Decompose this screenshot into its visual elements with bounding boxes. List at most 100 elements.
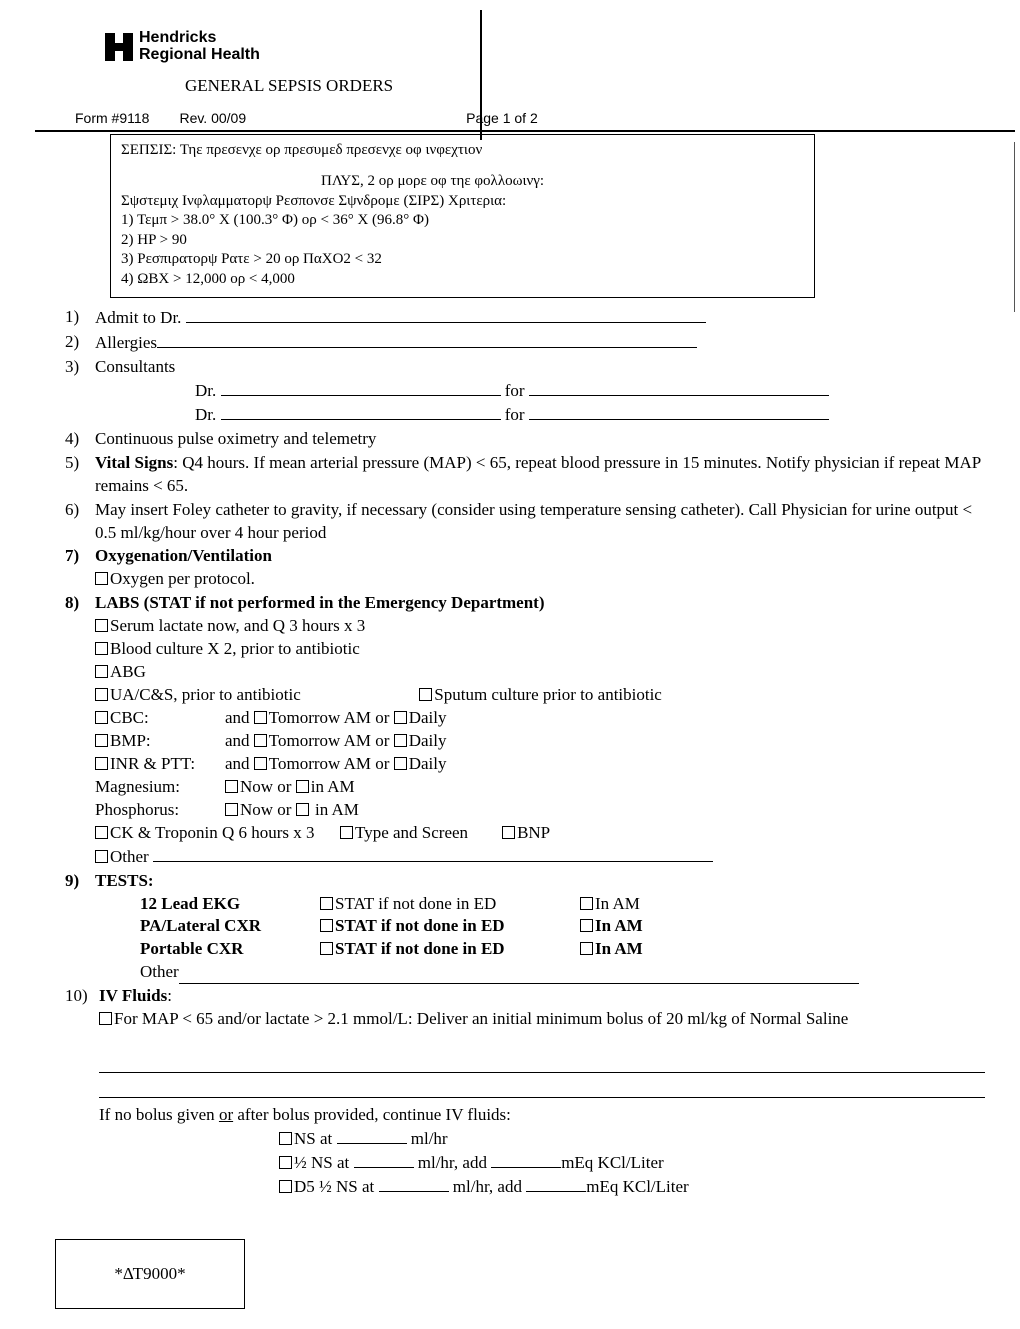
- pacxr-am: In AM: [595, 916, 643, 935]
- checkbox-ck[interactable]: [95, 826, 108, 839]
- item-6-text: May insert Foley catheter to gravity, if…: [95, 499, 985, 545]
- checkbox-bloodculture[interactable]: [95, 642, 108, 655]
- barcode-text: *ΔΤ9000*: [114, 1264, 185, 1284]
- checkbox-abg[interactable]: [95, 665, 108, 678]
- ekg-am: In AM: [595, 894, 640, 913]
- checkbox-labs-other[interactable]: [95, 850, 108, 863]
- half-ns-label: ½ NS at: [294, 1153, 349, 1172]
- page: Hendricks Regional Health GENERAL SEPSIS…: [0, 0, 1020, 1329]
- checkbox-ua[interactable]: [95, 688, 108, 701]
- test-pacxr: PA/Lateral CXR: [140, 915, 320, 938]
- checkbox-ns[interactable]: [279, 1132, 292, 1145]
- num-6: 6): [65, 499, 95, 522]
- num-1: 1): [65, 306, 95, 329]
- admit-dr-blank[interactable]: [186, 306, 706, 323]
- item-3: 3) Consultants Dr. for Dr. for: [65, 356, 985, 427]
- checkbox-bnp[interactable]: [502, 826, 515, 839]
- checkbox-half-ns[interactable]: [279, 1156, 292, 1169]
- checkbox-inr-tom[interactable]: [254, 757, 267, 770]
- checkbox-cbc-daily[interactable]: [394, 711, 407, 724]
- labs-heading: LABS (STAT if not performed in the Emerg…: [95, 593, 545, 612]
- mag-label: Magnesium:: [95, 777, 180, 796]
- sepsis-plus: ΠΛΥΣ, 2 ορ μορε οφ τηε φολλοωινγ:: [321, 172, 804, 192]
- num-9: 9): [65, 870, 95, 893]
- labs-other-blank[interactable]: [153, 845, 713, 862]
- bmp-and: and: [225, 731, 250, 750]
- consult-for-1: for: [505, 381, 525, 400]
- mag-am: in AM: [311, 777, 355, 796]
- logo-text: Hendricks Regional Health: [139, 30, 260, 64]
- mag-now: Now or: [240, 777, 291, 796]
- item-9: 9) TESTS: 12 Lead EKG STAT if not done i…: [65, 870, 985, 985]
- form-title: GENERAL SEPSIS ORDERS: [185, 76, 985, 96]
- checkbox-pacxr-stat[interactable]: [320, 919, 333, 932]
- continue-iv-text: If no bolus given or after bolus provide…: [99, 1105, 511, 1124]
- d5-meq-blank[interactable]: [526, 1175, 586, 1192]
- pcxr-stat: STAT if not done in ED: [335, 939, 505, 958]
- consult-dr1-blank[interactable]: [221, 379, 501, 396]
- checkbox-pcxr-am[interactable]: [580, 942, 593, 955]
- halfns-meq-blank[interactable]: [491, 1151, 561, 1168]
- tests-heading: TESTS:: [95, 871, 154, 890]
- fluid-blank-line-2[interactable]: [99, 1079, 985, 1099]
- checkbox-inr-daily[interactable]: [394, 757, 407, 770]
- sirs-c3: 3) Ρεσπιρατορψ Ρατε > 20 ορ ΠαΧΟ2 < 32: [121, 250, 804, 270]
- item-5: 5) Vital Signs: Q4 hours. If mean arteri…: [65, 452, 985, 498]
- form-number: Form #9118: [75, 110, 149, 126]
- checkbox-phos-am[interactable]: [296, 803, 309, 816]
- d5-add: ml/hr, add: [449, 1177, 527, 1196]
- checkbox-cbc[interactable]: [95, 711, 108, 724]
- item-10: 10) IV Fluids: For MAP < 65 and/or lacta…: [65, 985, 985, 1199]
- consult-for2-blank[interactable]: [529, 403, 829, 420]
- checkbox-bmp[interactable]: [95, 734, 108, 747]
- logo: Hendricks Regional Health: [105, 30, 260, 64]
- cbc-label: CBC:: [110, 708, 149, 727]
- barcode-box: *ΔΤ9000*: [55, 1239, 245, 1309]
- cbc-and: and: [225, 708, 250, 727]
- form-rev: Rev. 00/09: [179, 110, 246, 126]
- tests-other-blank[interactable]: [179, 961, 859, 984]
- checkbox-mag-now[interactable]: [225, 780, 238, 793]
- checkbox-pcxr-stat[interactable]: [320, 942, 333, 955]
- checkbox-ekg-am[interactable]: [580, 897, 593, 910]
- item-7: 7) Oxygenation/Ventilation Oxygen per pr…: [65, 545, 985, 591]
- consultants-label: Consultants: [95, 357, 175, 376]
- consult-dr-1: Dr.: [195, 381, 216, 400]
- phos-label: Phosphorus:: [95, 800, 179, 819]
- item-4-text: Continuous pulse oximetry and telemetry: [95, 428, 985, 451]
- checkbox-pacxr-am[interactable]: [580, 919, 593, 932]
- checkbox-oxygen[interactable]: [95, 572, 108, 585]
- bmp-label: BMP:: [110, 731, 151, 750]
- item-2: 2) Allergies: [65, 331, 985, 355]
- vital-signs-label: Vital Signs: [95, 453, 173, 472]
- horizontal-divider: [35, 130, 1015, 132]
- checkbox-lactate[interactable]: [95, 619, 108, 632]
- checkbox-d5[interactable]: [279, 1180, 292, 1193]
- pcxr-am: In AM: [595, 939, 643, 958]
- cbc-daily: Daily: [409, 708, 447, 727]
- oxygenation-label: Oxygenation/Ventilation: [95, 546, 272, 565]
- admit-label: Admit to Dr.: [95, 308, 181, 327]
- checkbox-cbc-tom[interactable]: [254, 711, 267, 724]
- halfns-rate-blank[interactable]: [354, 1151, 414, 1168]
- checkbox-sputum[interactable]: [419, 688, 432, 701]
- consult-dr-2: Dr.: [195, 405, 216, 424]
- allergies-blank[interactable]: [157, 331, 697, 348]
- checkbox-ts[interactable]: [340, 826, 353, 839]
- checkbox-bolus[interactable]: [99, 1012, 112, 1025]
- checkbox-bmp-tom[interactable]: [254, 734, 267, 747]
- checkbox-phos-now[interactable]: [225, 803, 238, 816]
- checkbox-ekg-stat[interactable]: [320, 897, 333, 910]
- ns-rate-blank[interactable]: [337, 1127, 407, 1144]
- consult-dr2-blank[interactable]: [221, 403, 501, 420]
- checkbox-bmp-daily[interactable]: [394, 734, 407, 747]
- consult-for1-blank[interactable]: [529, 379, 829, 396]
- logo-icon: [105, 33, 133, 61]
- d5-rate-blank[interactable]: [379, 1175, 449, 1192]
- fluid-blank-line-1[interactable]: [99, 1053, 985, 1073]
- order-list: 1) Admit to Dr. 2) Allergies 3) Consulta…: [65, 306, 985, 1199]
- checkbox-inr[interactable]: [95, 757, 108, 770]
- num-3: 3): [65, 356, 95, 379]
- test-ekg: 12 Lead EKG: [140, 893, 320, 916]
- checkbox-mag-am[interactable]: [296, 780, 309, 793]
